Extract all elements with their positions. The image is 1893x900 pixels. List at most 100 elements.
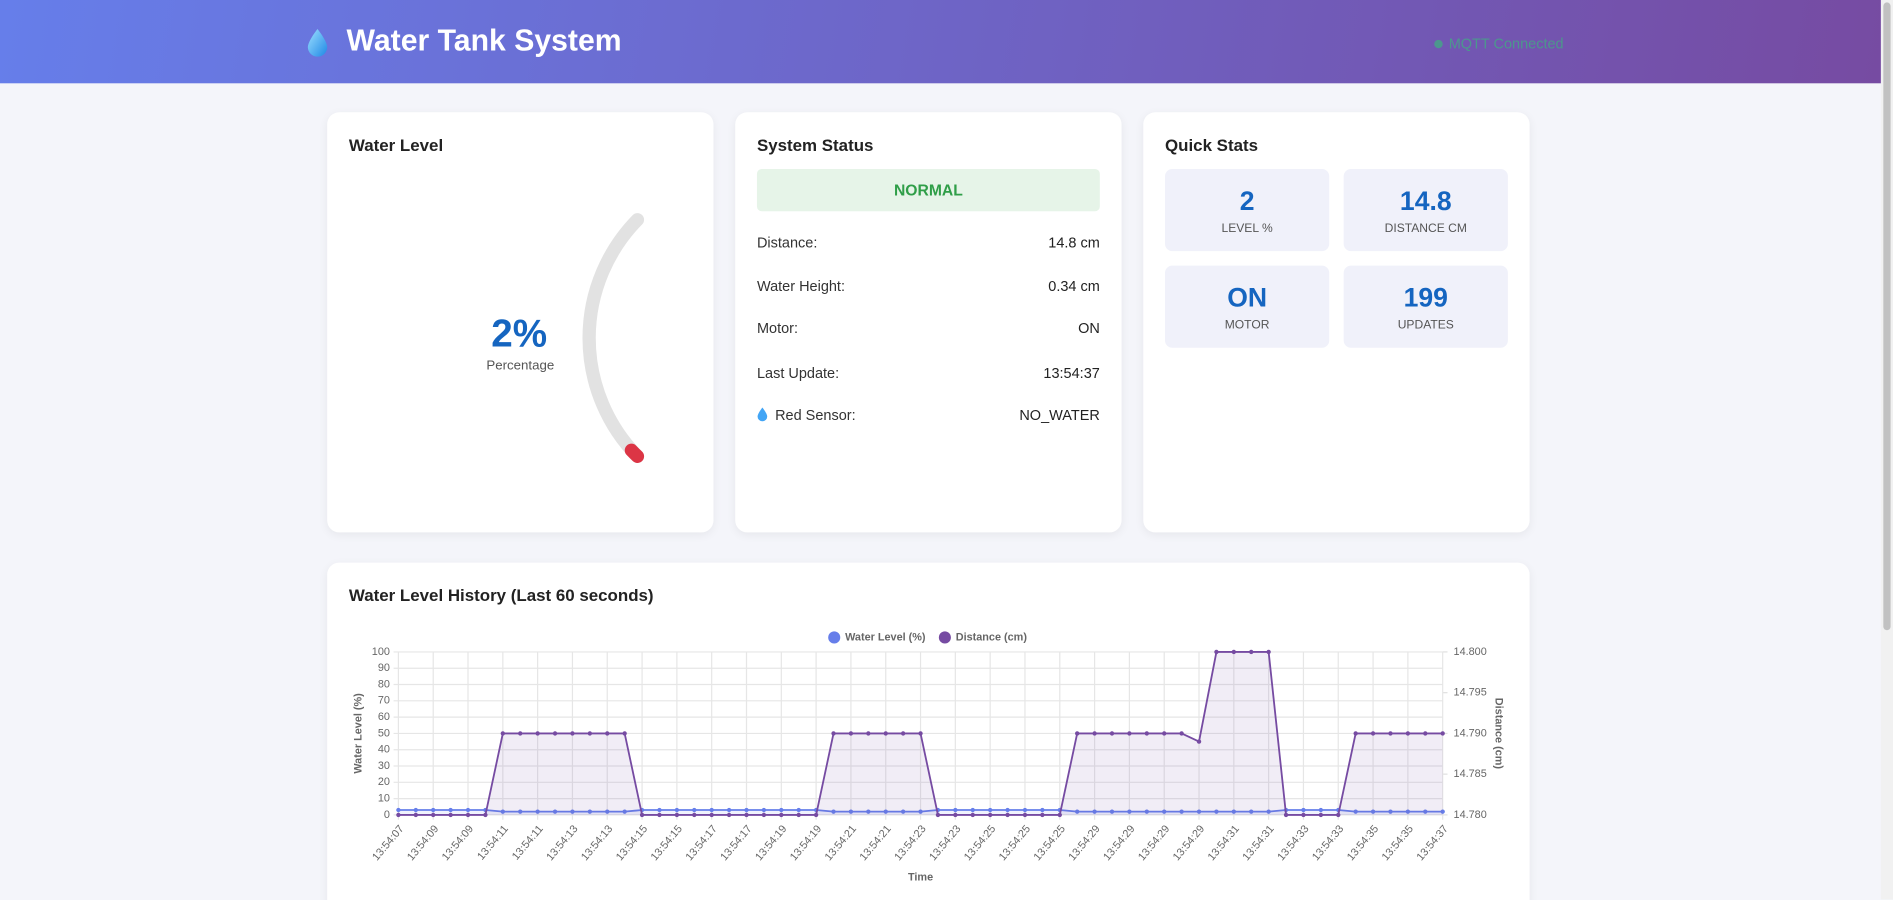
row-label: Red Sensor: bbox=[775, 406, 856, 424]
y-tick-label: 50 bbox=[378, 727, 390, 739]
x-tick-label: 13:54:17 bbox=[683, 823, 719, 863]
data-point bbox=[1092, 809, 1097, 814]
x-tick-label: 13:54:29 bbox=[1171, 823, 1207, 863]
data-point bbox=[1040, 812, 1045, 818]
data-point bbox=[900, 809, 906, 814]
data-point bbox=[987, 807, 993, 813]
data-point bbox=[413, 807, 418, 813]
status-row: Water Height: 0.34 cm bbox=[757, 278, 1100, 295]
stat-label: LEVEL % bbox=[1221, 222, 1273, 236]
x-tick-label: 13:54:33 bbox=[1275, 823, 1311, 863]
x-tick-label: 13:54:19 bbox=[753, 823, 789, 863]
data-point bbox=[674, 807, 680, 813]
data-point bbox=[1075, 731, 1080, 736]
data-point bbox=[1388, 731, 1393, 736]
data-point bbox=[500, 809, 506, 814]
stat-value: 2 bbox=[1239, 185, 1255, 217]
y2-tick-label: 14.800 bbox=[1454, 646, 1487, 658]
data-point bbox=[1214, 649, 1219, 655]
data-point bbox=[605, 809, 610, 814]
status-row: Motor: ON bbox=[757, 320, 1100, 337]
row-label: Motor: bbox=[756, 319, 799, 337]
data-point bbox=[970, 812, 975, 818]
y2-tick-label: 14.780 bbox=[1454, 809, 1487, 821]
stat-label: UPDATES bbox=[1397, 318, 1454, 332]
data-point bbox=[848, 731, 854, 736]
data-point bbox=[1318, 812, 1324, 818]
x-tick-label: 13:54:11 bbox=[475, 823, 511, 862]
x-tick-label: 13:54:29 bbox=[1101, 823, 1137, 863]
card-title: Quick Stats bbox=[1165, 135, 1259, 155]
data-point bbox=[761, 807, 767, 813]
y-axis-title: Water Level (%) bbox=[352, 693, 364, 774]
data-point bbox=[900, 731, 906, 736]
gauge-track bbox=[582, 213, 645, 463]
level-text: 2% bbox=[491, 311, 548, 355]
data-point bbox=[431, 807, 436, 813]
status-row: Last Update: 13:54:37 bbox=[757, 365, 1100, 382]
row-value: 14.8 cm bbox=[1048, 234, 1100, 252]
x-tick-label: 13:54:35 bbox=[1380, 823, 1416, 863]
x-tick-label: 13:54:21 bbox=[857, 823, 893, 863]
row-label: Water Height: bbox=[756, 277, 845, 295]
data-point bbox=[779, 807, 784, 813]
data-point bbox=[413, 812, 418, 818]
status-text: MQTT Connected bbox=[1448, 35, 1564, 52]
data-point bbox=[1249, 809, 1254, 814]
data-point bbox=[970, 807, 975, 813]
data-point bbox=[918, 731, 923, 736]
data-point bbox=[1353, 809, 1358, 814]
x-tick-label: 13:54:25 bbox=[962, 823, 998, 863]
x-tick-label: 13:54:13 bbox=[544, 823, 580, 863]
data-point bbox=[431, 812, 436, 818]
data-point bbox=[1440, 731, 1445, 736]
data-point bbox=[1353, 731, 1358, 736]
data-point bbox=[1022, 812, 1028, 818]
data-point bbox=[605, 731, 610, 736]
data-point bbox=[866, 809, 871, 814]
x-tick-label: 13:54:37 bbox=[1414, 823, 1450, 863]
status-card: System Status NORMAL Distance: 14.8 cm Wa… bbox=[735, 112, 1122, 533]
row-value: ON bbox=[1078, 319, 1100, 337]
data-point bbox=[1162, 809, 1167, 814]
legend-label: Water Level (%) bbox=[845, 631, 926, 643]
data-point bbox=[953, 812, 958, 818]
y-tick-label: 90 bbox=[378, 662, 390, 674]
legend-swatch bbox=[828, 631, 841, 644]
data-point bbox=[570, 809, 575, 814]
x-tick-label: 13:54:25 bbox=[1032, 823, 1068, 863]
y-tick-label: 80 bbox=[378, 678, 390, 690]
data-point bbox=[1092, 731, 1097, 736]
data-point bbox=[953, 807, 958, 813]
data-point bbox=[1405, 809, 1411, 814]
data-point bbox=[1266, 649, 1271, 655]
gauge-fill bbox=[624, 443, 645, 463]
header: Water Tank System MQTT Connected bbox=[0, 0, 1881, 84]
data-point bbox=[552, 731, 558, 736]
stat-tile: 199 UPDATES bbox=[1343, 265, 1508, 348]
y-tick-label: 0 bbox=[384, 809, 390, 821]
data-point bbox=[448, 807, 453, 813]
x-tick-label: 13:54:29 bbox=[1066, 823, 1102, 863]
data-point bbox=[692, 812, 697, 818]
connection-status: MQTT Connected bbox=[1434, 35, 1564, 52]
level-caption: Percentage bbox=[486, 358, 555, 374]
stat-tile: 14.8 DISTANCE CM bbox=[1343, 169, 1508, 252]
data-point bbox=[587, 809, 593, 814]
x-tick-label: 13:54:23 bbox=[927, 823, 963, 863]
data-point bbox=[500, 731, 506, 736]
data-point bbox=[883, 731, 888, 736]
data-point bbox=[1283, 812, 1289, 818]
data-point bbox=[1144, 731, 1149, 736]
x-tick-label: 13:54:11 bbox=[510, 823, 546, 862]
x-tick-label: 13:54:07 bbox=[370, 823, 406, 863]
data-point bbox=[1231, 809, 1237, 814]
data-point bbox=[657, 807, 662, 813]
app-title: Water Tank System bbox=[346, 24, 622, 58]
x-tick-label: 13:54:31 bbox=[1240, 823, 1276, 863]
x-tick-label: 13:54:21 bbox=[823, 823, 859, 863]
data-point bbox=[744, 812, 749, 818]
data-point bbox=[831, 809, 836, 814]
